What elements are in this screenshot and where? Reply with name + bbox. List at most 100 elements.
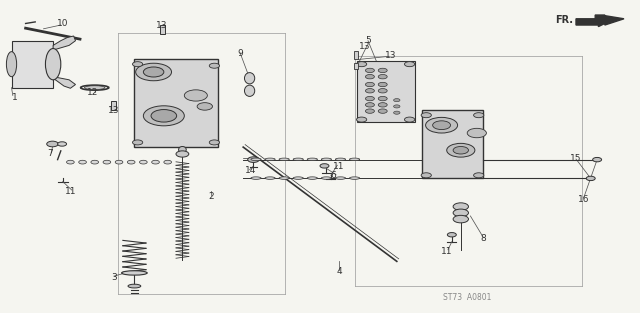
Circle shape <box>356 117 367 122</box>
Circle shape <box>378 96 387 101</box>
Ellipse shape <box>335 158 346 161</box>
Circle shape <box>426 117 458 133</box>
Text: 5: 5 <box>365 36 371 44</box>
Circle shape <box>365 96 374 101</box>
Circle shape <box>474 173 484 178</box>
Circle shape <box>47 141 58 147</box>
Circle shape <box>132 140 143 145</box>
Ellipse shape <box>279 158 289 161</box>
Circle shape <box>453 203 468 210</box>
Text: 2: 2 <box>209 192 214 201</box>
Circle shape <box>365 89 374 93</box>
Text: 8: 8 <box>481 234 486 243</box>
Polygon shape <box>53 36 76 50</box>
Text: 14: 14 <box>245 166 257 175</box>
Circle shape <box>433 121 451 130</box>
Circle shape <box>143 67 164 77</box>
Circle shape <box>404 62 415 67</box>
Circle shape <box>378 89 387 93</box>
Bar <box>422 110 483 178</box>
Ellipse shape <box>244 85 255 96</box>
Ellipse shape <box>279 177 289 179</box>
Circle shape <box>453 209 468 217</box>
Circle shape <box>143 106 184 126</box>
Circle shape <box>136 63 172 81</box>
Text: 11: 11 <box>333 162 345 171</box>
Circle shape <box>404 117 415 122</box>
Circle shape <box>421 173 431 178</box>
Text: 13: 13 <box>108 106 119 115</box>
Circle shape <box>184 90 207 101</box>
Circle shape <box>103 160 111 164</box>
Ellipse shape <box>335 177 346 179</box>
Ellipse shape <box>321 177 332 179</box>
Circle shape <box>394 105 400 108</box>
Text: 3: 3 <box>111 274 116 282</box>
Circle shape <box>140 160 147 164</box>
Bar <box>357 61 415 122</box>
Circle shape <box>365 109 374 113</box>
Text: 11: 11 <box>441 247 452 255</box>
Circle shape <box>127 160 135 164</box>
Polygon shape <box>53 77 76 88</box>
Ellipse shape <box>179 146 186 153</box>
Text: 10: 10 <box>57 19 68 28</box>
Circle shape <box>320 164 329 168</box>
Text: 12: 12 <box>87 89 99 97</box>
Ellipse shape <box>349 158 360 161</box>
Text: 1: 1 <box>12 93 17 102</box>
Circle shape <box>453 215 468 223</box>
Circle shape <box>378 68 387 73</box>
Text: 13: 13 <box>385 51 396 60</box>
Ellipse shape <box>251 158 261 161</box>
Ellipse shape <box>84 86 105 90</box>
Circle shape <box>58 142 67 146</box>
Text: 11: 11 <box>65 187 76 196</box>
Text: 16: 16 <box>578 195 589 203</box>
Ellipse shape <box>128 284 141 288</box>
Circle shape <box>467 128 486 138</box>
Circle shape <box>365 103 374 107</box>
Bar <box>134 59 218 147</box>
Circle shape <box>378 74 387 79</box>
Circle shape <box>209 63 220 68</box>
Ellipse shape <box>45 49 61 80</box>
Text: 13: 13 <box>359 42 371 51</box>
Circle shape <box>79 160 86 164</box>
Text: ST73  A0801: ST73 A0801 <box>443 294 492 302</box>
Circle shape <box>356 62 367 67</box>
Text: 13: 13 <box>156 21 167 30</box>
Bar <box>354 63 358 69</box>
Ellipse shape <box>307 158 317 161</box>
Circle shape <box>394 111 400 114</box>
Bar <box>12 41 53 88</box>
Circle shape <box>378 82 387 87</box>
Circle shape <box>394 99 400 102</box>
Ellipse shape <box>307 177 317 179</box>
Ellipse shape <box>122 271 147 275</box>
Circle shape <box>152 160 159 164</box>
Circle shape <box>164 160 172 164</box>
Circle shape <box>378 103 387 107</box>
Circle shape <box>586 176 595 181</box>
Circle shape <box>115 160 123 164</box>
Ellipse shape <box>349 177 360 179</box>
Circle shape <box>447 233 456 237</box>
Circle shape <box>593 157 602 162</box>
Polygon shape <box>595 15 624 25</box>
Circle shape <box>474 113 484 118</box>
Circle shape <box>365 74 374 79</box>
Text: FR.: FR. <box>555 15 573 25</box>
Circle shape <box>365 82 374 87</box>
Ellipse shape <box>293 158 303 161</box>
Ellipse shape <box>265 177 275 179</box>
FancyArrow shape <box>576 17 608 27</box>
Ellipse shape <box>244 73 255 84</box>
Bar <box>111 101 116 110</box>
Ellipse shape <box>293 177 303 179</box>
Ellipse shape <box>321 158 332 161</box>
Circle shape <box>421 113 431 118</box>
Circle shape <box>447 143 475 157</box>
Circle shape <box>132 62 143 67</box>
Circle shape <box>453 146 468 154</box>
